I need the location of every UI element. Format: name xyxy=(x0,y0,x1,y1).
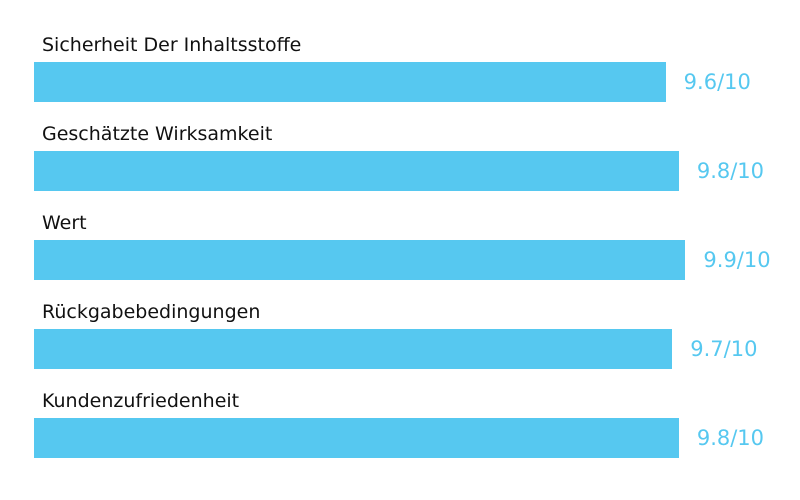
category-label: Wert xyxy=(42,212,87,234)
chart-row: Geschätzte Wirksamkeit 9.8/10 xyxy=(0,122,800,212)
value-label: 9.7/10 xyxy=(690,337,758,361)
value-label: 9.6/10 xyxy=(683,70,751,94)
bar xyxy=(34,62,666,102)
chart-row: Sicherheit Der Inhaltsstoffe 9.6/10 xyxy=(0,33,800,123)
bar xyxy=(34,151,679,191)
bar xyxy=(34,418,679,458)
category-label: Sicherheit Der Inhaltsstoffe xyxy=(42,34,302,56)
category-label: Geschätzte Wirksamkeit xyxy=(42,123,273,145)
chart-row: Wert 9.9/10 xyxy=(0,211,800,301)
value-label: 9.9/10 xyxy=(703,248,771,272)
bar xyxy=(34,329,673,369)
category-label: Rückgabebedingungen xyxy=(42,301,261,323)
value-label: 9.8/10 xyxy=(696,159,765,183)
value-label: 9.8/10 xyxy=(696,426,765,450)
bar xyxy=(34,240,686,280)
category-label: Kundenzufriedenheit xyxy=(42,390,240,412)
chart-row: Rückgabebedingungen 9.7/10 xyxy=(0,300,800,390)
chart-row: Kundenzufriedenheit 9.8/10 xyxy=(0,389,800,479)
